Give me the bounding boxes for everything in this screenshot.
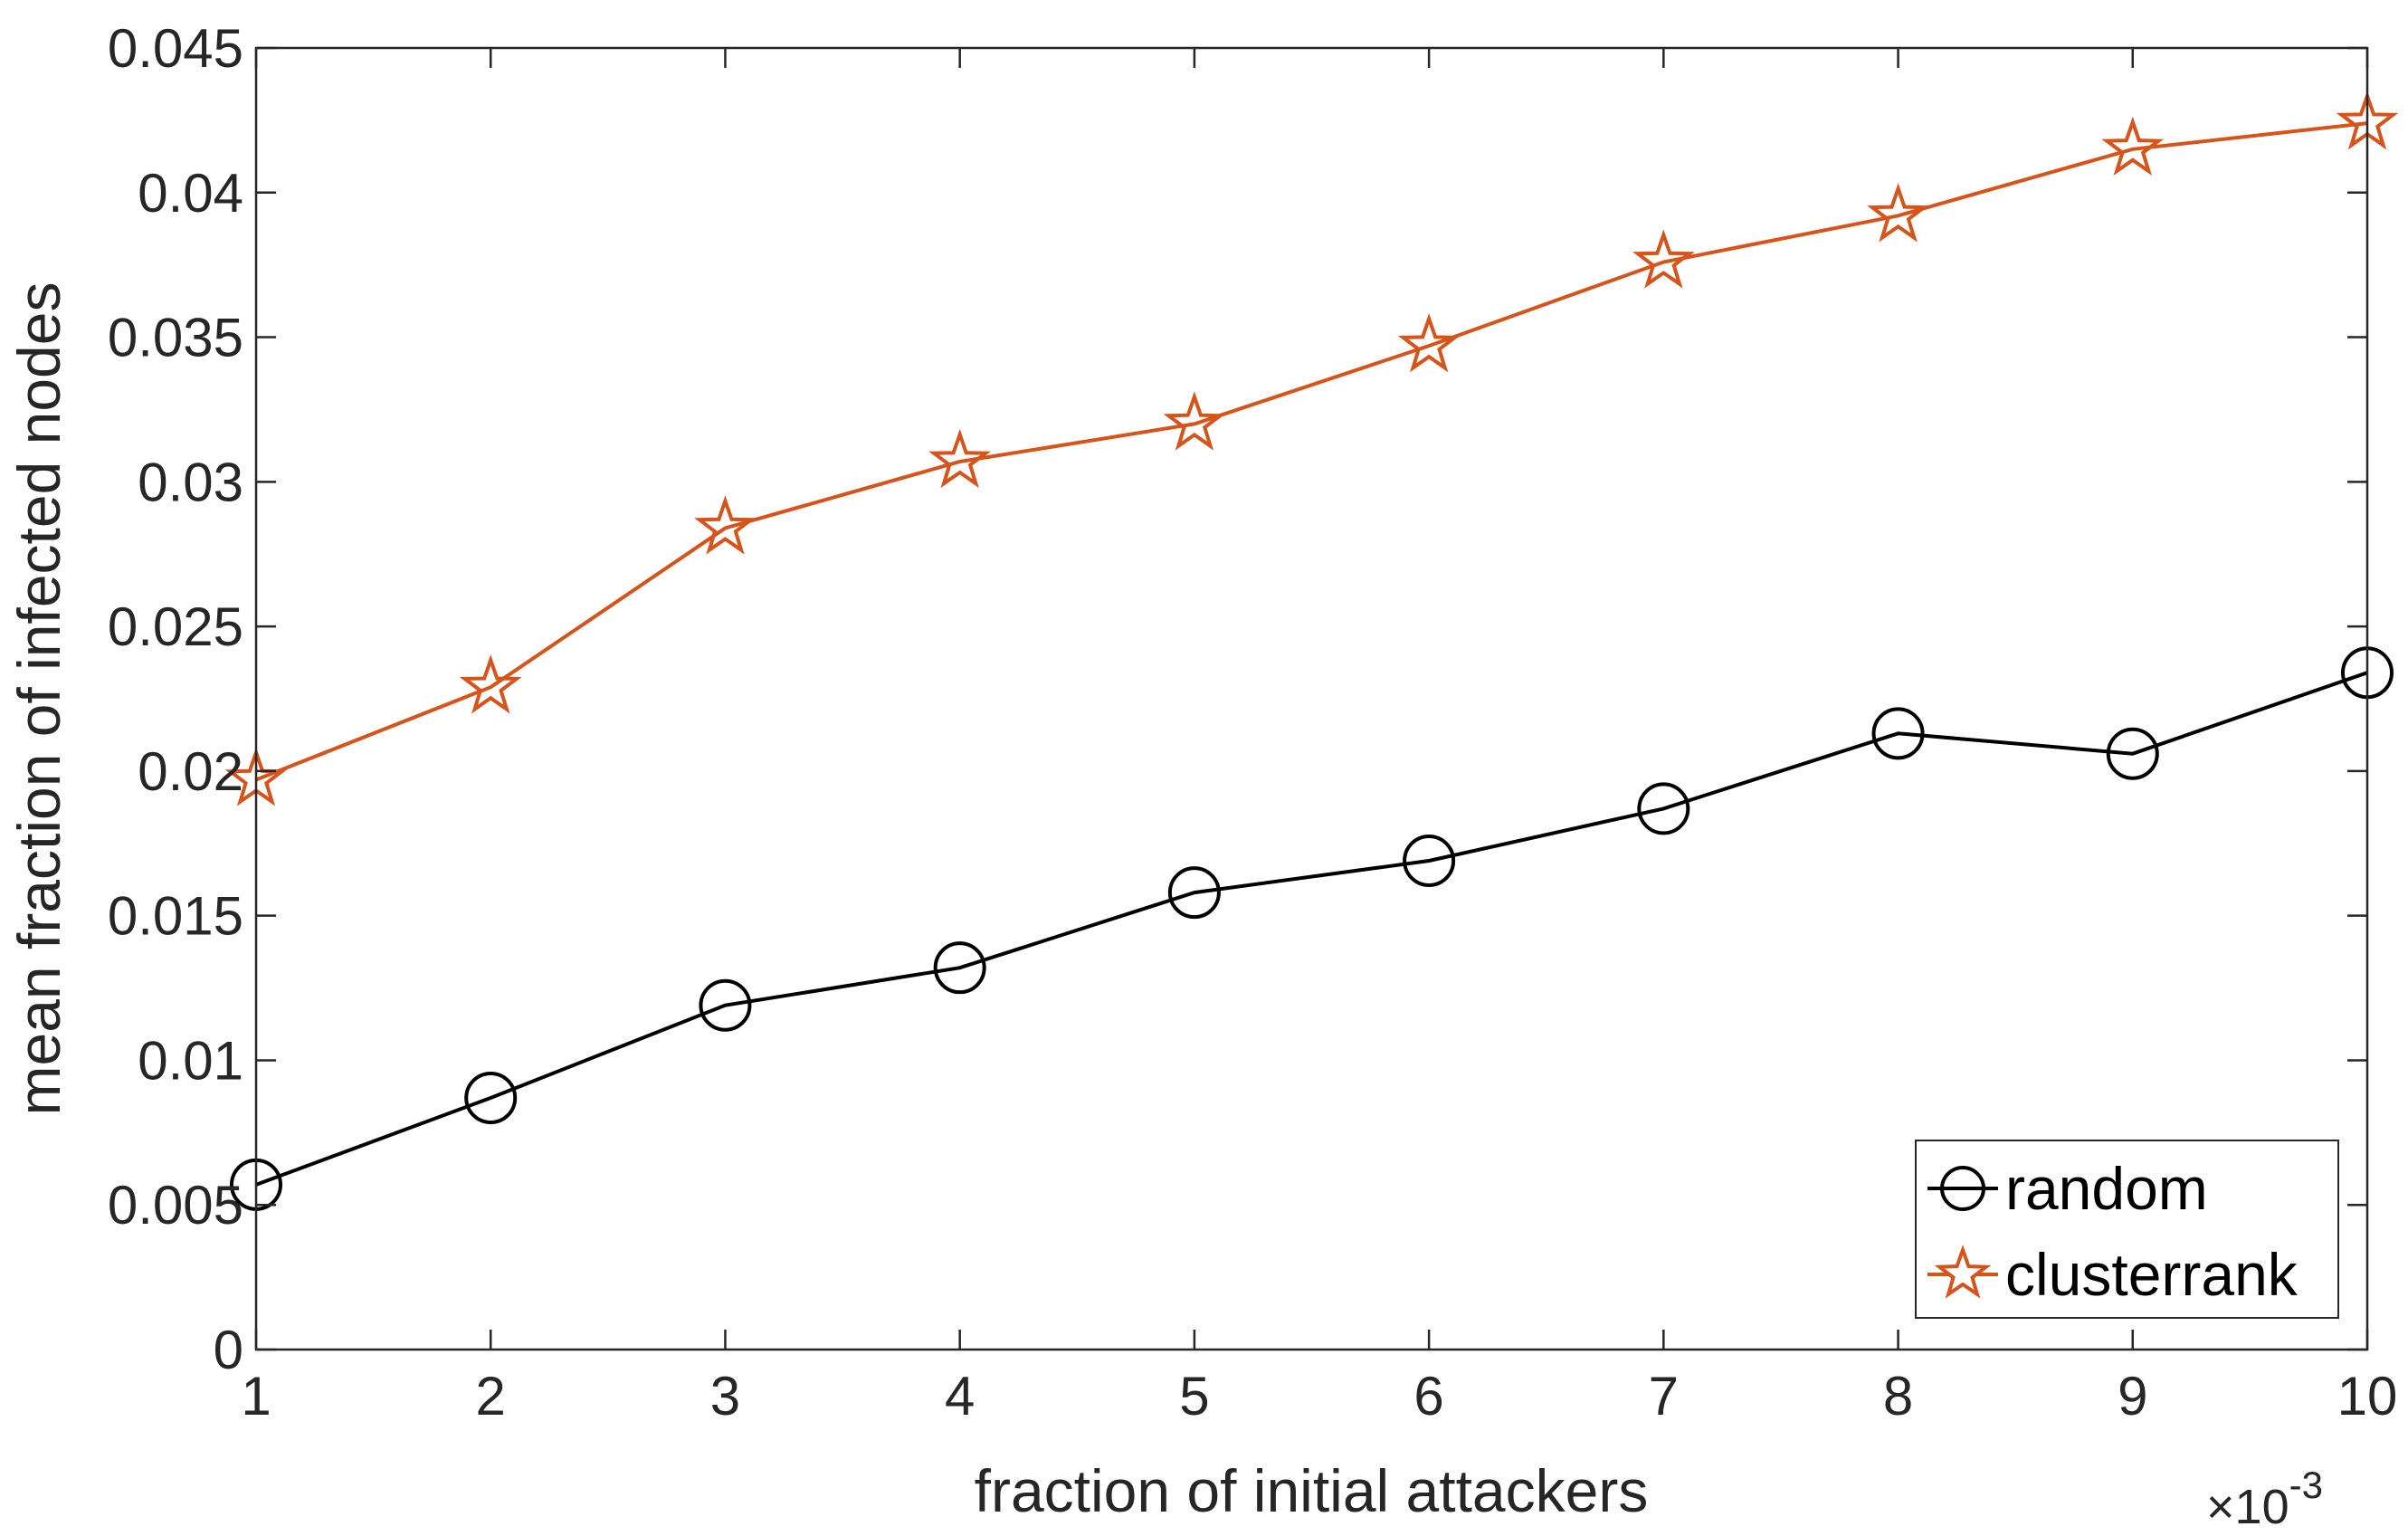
x-exponent-label: ×10-3 — [2206, 1464, 2323, 1534]
x-exponent-base: ×10 — [2206, 1480, 2289, 1534]
y-tick-label: 0.01 — [138, 1030, 243, 1091]
y-tick-label: 0.035 — [108, 308, 243, 368]
data-point-clusterrank — [2101, 116, 2165, 176]
data-point-random — [1871, 707, 1925, 760]
data-point-clusterrank — [1867, 183, 1929, 243]
y-axis: 0 0.005 0.01 0.015 0.02 0.025 0.03 0.035 0.04 0.0… — [108, 18, 2367, 1380]
data-point-clusterrank — [459, 654, 522, 714]
data-point-random — [1403, 834, 1456, 887]
x-tick-label: 10 — [2337, 1366, 2398, 1426]
x-tick-label: 8 — [1883, 1366, 1913, 1426]
legend: random clusterrank — [1915, 1140, 2339, 1319]
legend-box — [1915, 1140, 2339, 1319]
axes-box — [254, 46, 2369, 1351]
x-axis-label: fraction of initial attackers — [975, 1457, 1649, 1524]
plot-area — [256, 48, 2367, 1350]
data-point-random — [464, 1071, 518, 1124]
x-tick-label: 1 — [241, 1366, 271, 1426]
data-point-random — [933, 941, 986, 995]
y-tick-label: 0.045 — [108, 18, 243, 79]
x-tick-label: 5 — [1179, 1366, 1209, 1426]
y-tick-label: 0 — [214, 1320, 243, 1380]
data-point-random — [1167, 866, 1221, 920]
legend-label-random: random — [2005, 1155, 2208, 1222]
x-tick-label: 2 — [476, 1366, 506, 1426]
x-tick-label: 4 — [945, 1366, 975, 1426]
y-tick-label: 0.015 — [108, 886, 243, 947]
y-axis-label: mean fraction of infected nodes — [5, 282, 72, 1116]
data-point-random — [1637, 782, 1690, 835]
data-point-random — [2106, 727, 2159, 780]
x-tick-label: 6 — [1413, 1366, 1443, 1426]
x-axis: 1 2 3 4 5 6 7 8 9 10 — [241, 48, 2397, 1426]
y-tick-label: 0.03 — [138, 452, 243, 512]
data-point-clusterrank — [1163, 391, 1226, 451]
data-point-random — [699, 978, 752, 1032]
series-line-random — [255, 671, 2368, 1187]
x-tick-label: 9 — [2118, 1366, 2147, 1426]
y-tick-label: 0.04 — [138, 163, 243, 224]
series-line-clusterrank — [255, 121, 2368, 782]
legend-marker-clusterrank — [1934, 1245, 1992, 1299]
data-point-clusterrank — [1632, 229, 1695, 289]
legend-marker-random — [1940, 1166, 1985, 1211]
data-point-clusterrank — [694, 495, 757, 555]
data-point-clusterrank — [1397, 313, 1461, 373]
y-tick-label: 0.02 — [138, 741, 243, 802]
y-tick-label: 0.025 — [108, 596, 243, 657]
x-tick-label: 3 — [710, 1366, 740, 1426]
data-point-clusterrank — [928, 428, 991, 489]
legend-label-clusterrank: clusterrank — [2005, 1241, 2299, 1308]
y-tick-label: 0.005 — [108, 1175, 243, 1235]
x-exponent-power: -3 — [2289, 1464, 2323, 1506]
x-tick-label: 7 — [1649, 1366, 1679, 1426]
